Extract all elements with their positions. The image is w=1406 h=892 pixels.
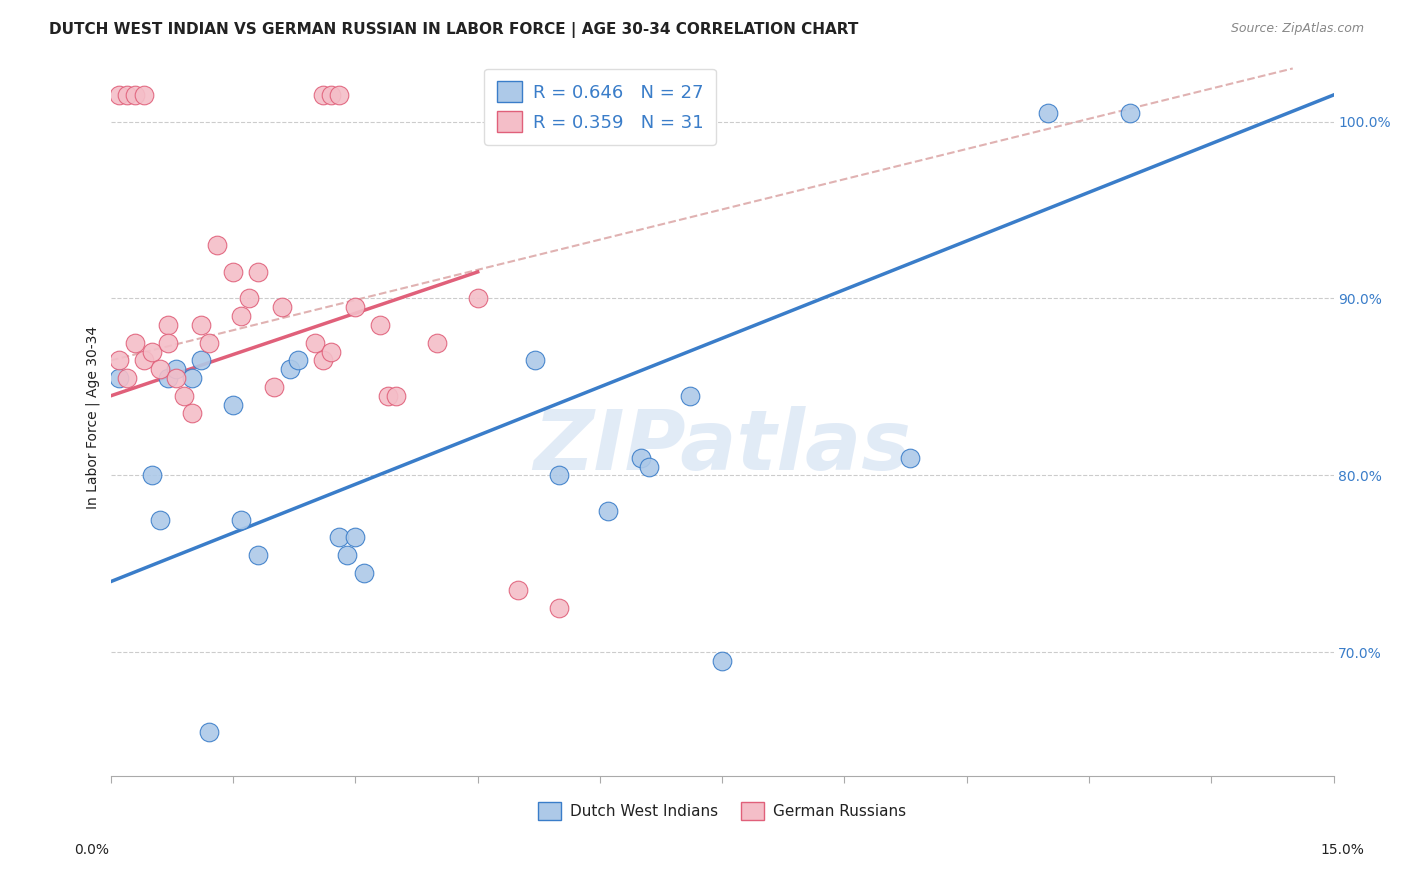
- Point: [1038, 105, 1060, 120]
- Point: [898, 450, 921, 465]
- Point: [205, 238, 228, 252]
- Point: [263, 380, 285, 394]
- Point: [132, 87, 155, 102]
- Point: [165, 371, 187, 385]
- Point: [149, 362, 172, 376]
- Point: [353, 566, 375, 580]
- Point: [115, 87, 138, 102]
- Point: [141, 468, 163, 483]
- Point: [426, 335, 449, 350]
- Point: [328, 530, 350, 544]
- Legend: Dutch West Indians, German Russians: Dutch West Indians, German Russians: [531, 796, 912, 826]
- Point: [165, 362, 187, 376]
- Point: [637, 459, 659, 474]
- Point: [156, 335, 179, 350]
- Point: [271, 301, 294, 315]
- Point: [108, 87, 131, 102]
- Point: [508, 583, 530, 598]
- Point: [124, 335, 146, 350]
- Point: [197, 725, 219, 739]
- Point: [328, 87, 350, 102]
- Point: [238, 292, 260, 306]
- Y-axis label: In Labor Force | Age 30-34: In Labor Force | Age 30-34: [86, 326, 100, 509]
- Point: [319, 344, 342, 359]
- Point: [304, 335, 326, 350]
- Point: [548, 601, 571, 615]
- Point: [523, 353, 546, 368]
- Point: [149, 513, 172, 527]
- Point: [181, 371, 204, 385]
- Point: [173, 389, 195, 403]
- Point: [278, 362, 301, 376]
- Point: [548, 468, 571, 483]
- Text: 15.0%: 15.0%: [1320, 843, 1365, 857]
- Point: [312, 87, 335, 102]
- Point: [385, 389, 408, 403]
- Point: [336, 548, 359, 562]
- Text: 0.0%: 0.0%: [75, 843, 108, 857]
- Text: DUTCH WEST INDIAN VS GERMAN RUSSIAN IN LABOR FORCE | AGE 30-34 CORRELATION CHART: DUTCH WEST INDIAN VS GERMAN RUSSIAN IN L…: [49, 22, 859, 38]
- Point: [319, 87, 342, 102]
- Point: [222, 398, 245, 412]
- Point: [344, 301, 367, 315]
- Point: [467, 292, 489, 306]
- Point: [377, 389, 399, 403]
- Point: [630, 450, 652, 465]
- Point: [222, 265, 245, 279]
- Point: [1119, 105, 1142, 120]
- Text: ZIPatlas: ZIPatlas: [533, 406, 911, 487]
- Point: [711, 654, 734, 668]
- Point: [368, 318, 391, 332]
- Point: [190, 353, 212, 368]
- Point: [108, 353, 131, 368]
- Point: [344, 530, 367, 544]
- Point: [141, 344, 163, 359]
- Text: Source: ZipAtlas.com: Source: ZipAtlas.com: [1230, 22, 1364, 36]
- Point: [197, 335, 219, 350]
- Point: [132, 353, 155, 368]
- Point: [287, 353, 309, 368]
- Point: [312, 353, 335, 368]
- Point: [115, 371, 138, 385]
- Point: [231, 309, 253, 323]
- Point: [156, 371, 179, 385]
- Point: [108, 371, 131, 385]
- Point: [124, 87, 146, 102]
- Point: [181, 407, 204, 421]
- Point: [678, 389, 700, 403]
- Point: [246, 548, 269, 562]
- Point: [190, 318, 212, 332]
- Point: [598, 504, 620, 518]
- Point: [246, 265, 269, 279]
- Point: [231, 513, 253, 527]
- Point: [156, 318, 179, 332]
